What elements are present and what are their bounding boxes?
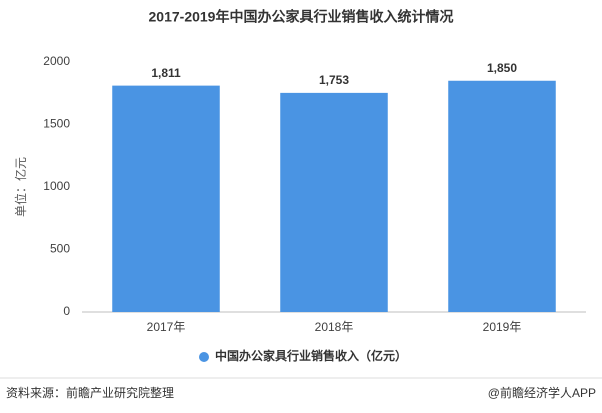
y-tick-label: 500 (50, 242, 70, 256)
legend-label: 中国办公家具行业销售收入（亿元） (215, 348, 407, 363)
x-tick-label: 2019年 (483, 320, 522, 334)
y-tick-label: 0 (63, 304, 70, 318)
value-label: 1,850 (487, 61, 517, 75)
value-label: 1,753 (319, 73, 349, 87)
y-tick-label: 1500 (43, 117, 70, 131)
chart-title: 2017-2019年中国办公家具行业销售收入统计情况 (149, 9, 454, 25)
footer-credit: @前瞻经济学人APP (488, 385, 596, 400)
x-tick-label: 2017年 (147, 320, 186, 334)
legend-marker (199, 352, 209, 362)
value-label: 1,811 (151, 66, 181, 80)
bar (112, 85, 220, 312)
bar (448, 80, 556, 312)
y-tick-label: 1000 (43, 179, 70, 193)
x-tick-label: 2018年 (315, 320, 354, 334)
footer-source: 资料来源：前瞻产业研究院整理 (6, 385, 174, 400)
y-axis-label: 单位：亿元 (13, 157, 28, 217)
y-tick-label: 2000 (43, 54, 70, 68)
bar (280, 92, 388, 312)
